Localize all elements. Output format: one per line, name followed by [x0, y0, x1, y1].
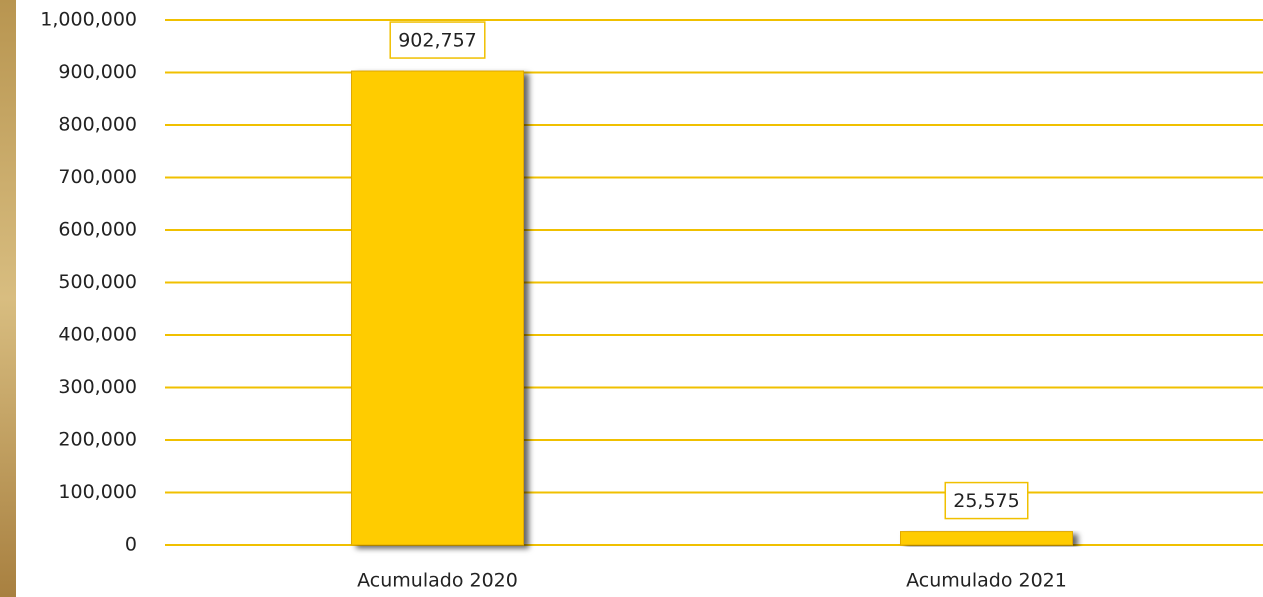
- value-label-box: [389, 21, 486, 59]
- y-tick-label: 900,000: [58, 61, 137, 83]
- bar: [351, 70, 524, 546]
- y-tick-label: 300,000: [58, 376, 137, 398]
- value-label-box: [944, 481, 1029, 520]
- y-tick-label: 200,000: [58, 429, 137, 451]
- y-tick-label: 400,000: [58, 324, 137, 346]
- x-tick-label: Acumulado 2021: [906, 570, 1067, 592]
- y-tick-label: 0: [125, 534, 137, 556]
- value-label: 25,575: [953, 490, 1019, 512]
- y-tick-label: 700,000: [58, 166, 137, 188]
- y-tick-label: 1,000,000: [40, 9, 137, 31]
- background-strip: [0, 0, 16, 597]
- y-tick-label: 100,000: [58, 481, 137, 503]
- bar: [900, 531, 1073, 546]
- y-tick-label: 800,000: [58, 114, 137, 136]
- value-label: 902,757: [398, 30, 477, 52]
- y-tick-label: 600,000: [58, 219, 137, 241]
- y-tick-label: 500,000: [58, 271, 137, 293]
- x-tick-label: Acumulado 2020: [357, 570, 518, 592]
